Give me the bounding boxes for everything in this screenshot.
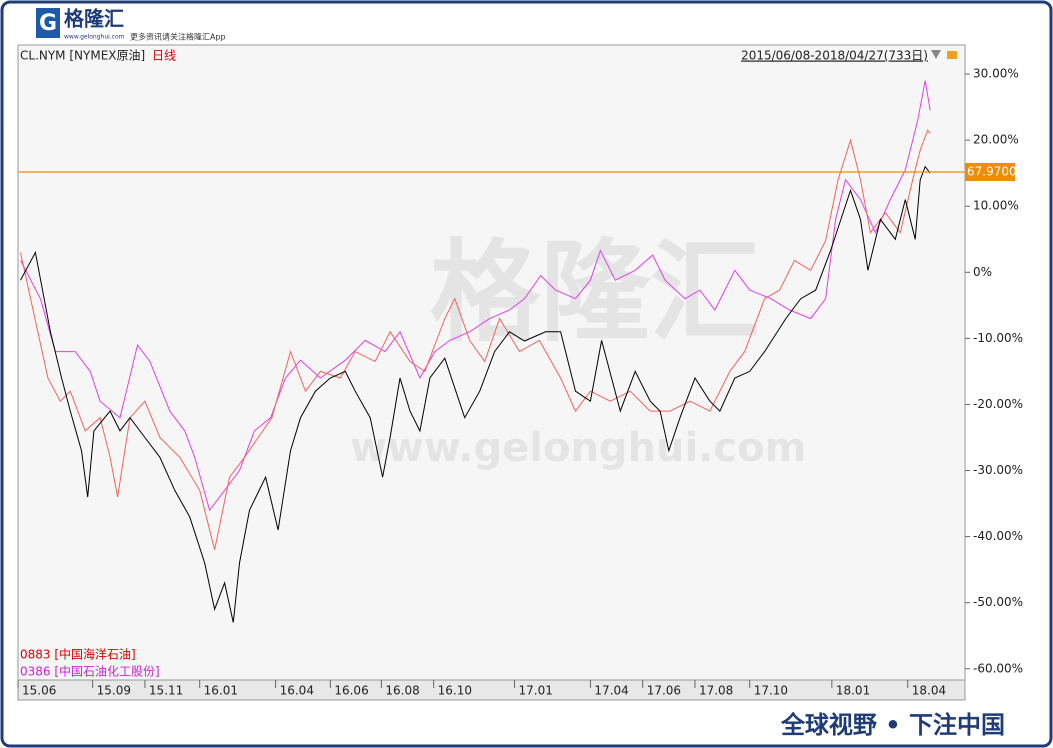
logo-icon (36, 8, 60, 38)
x-axis-band (17, 679, 966, 701)
y-tick-label: 30.00% (973, 67, 1019, 81)
watermark-url: www.gelonghui.com (350, 425, 806, 471)
x-tick-label: 16.01 (204, 684, 238, 698)
y-tick-label: 0% (973, 265, 992, 279)
date-range: 2015/06/08-2018/04/27(733日) (741, 49, 928, 63)
x-tick-label: 16.08 (385, 684, 419, 698)
logo-letter: G (39, 11, 57, 36)
legend-entry: 0883 [中国海洋石油] (20, 647, 136, 662)
x-tick-label: 17.06 (647, 684, 681, 698)
logo-url: www.gelonghui.com (64, 34, 125, 41)
legend-entry: 0386 [中国石油化工股份] (20, 664, 160, 679)
y-tick-label: -20.00% (973, 397, 1023, 411)
watermark: 格隆汇 (430, 228, 760, 356)
x-tick-label: 17.04 (594, 684, 628, 698)
x-tick-label: 17.10 (754, 684, 788, 698)
x-tick-label: 18.04 (912, 684, 946, 698)
series-line (20, 165, 931, 623)
x-tick-label: 16.06 (334, 684, 368, 698)
x-tick-label: 16.10 (438, 684, 472, 698)
price-label-box (965, 163, 1015, 181)
x-tick-label: 16.04 (280, 684, 314, 698)
y-tick-label: -50.00% (973, 595, 1023, 609)
x-tick-label: 15.09 (97, 684, 131, 698)
x-tick-label: 15.06 (22, 684, 56, 698)
logo-slogan: 更多资讯请关注格隆汇App (130, 32, 226, 42)
y-tick-label: -10.00% (973, 331, 1023, 345)
period: 日线 (152, 49, 176, 63)
dropdown-icon (931, 50, 941, 59)
logo-name: 格隆汇 (64, 7, 124, 31)
series-line (20, 129, 931, 550)
y-tick-label: -40.00% (973, 529, 1023, 543)
footer: 全球视野 • 下注中国 (780, 711, 1005, 739)
lock-icon (947, 51, 957, 59)
plot-area (17, 44, 966, 681)
x-tick-label: 18.01 (836, 684, 870, 698)
y-tick-label: 10.00% (973, 199, 1019, 213)
price-label: 67.9700 (967, 165, 1017, 179)
x-tick-label: 17.01 (519, 684, 553, 698)
series-line (20, 80, 931, 512)
y-tick-label: -30.00% (973, 463, 1023, 477)
x-tick-label: 17.08 (699, 684, 733, 698)
y-tick-label: 20.00% (973, 133, 1019, 147)
y-tick-label: -60.00% (973, 661, 1023, 675)
series-title: CL.NYM [NYMEX原油] (20, 49, 145, 63)
x-tick-label: 15.11 (149, 684, 183, 698)
